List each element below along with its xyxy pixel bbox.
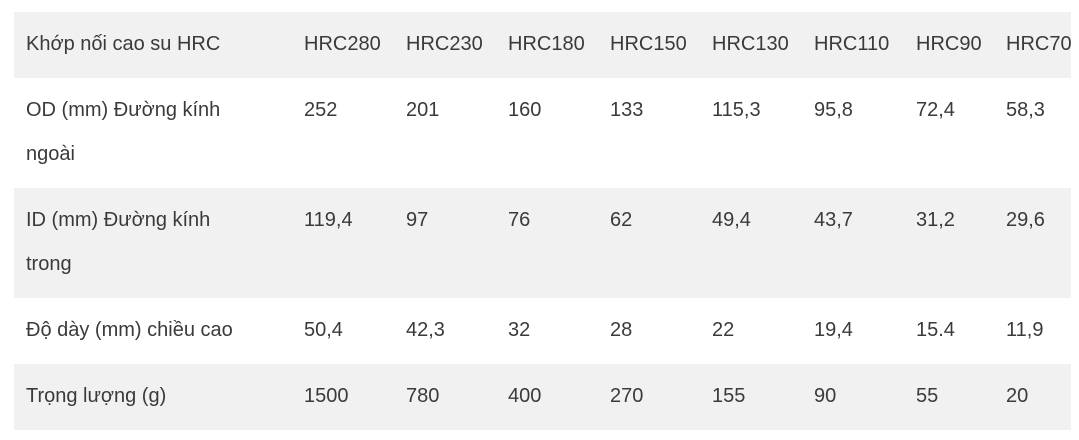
cell: 15.4 (916, 319, 955, 341)
cell: HRC130 (700, 12, 802, 78)
cell: 160 (508, 99, 542, 121)
cell: 29,6 (994, 188, 1071, 298)
cell: 49,4 (700, 188, 802, 298)
cell: 62 (598, 188, 700, 298)
cell: HRC180 (496, 12, 598, 78)
cell: 19,4 (814, 319, 853, 341)
row-label: Độ dày (mm) chiều cao (26, 319, 233, 341)
cell: 28 (610, 319, 633, 341)
cell: 252 (304, 99, 338, 121)
cell: 95,8 (814, 99, 853, 121)
data-row: Trọng lượng (g) 1500 780 400 270 155 90 55 20 (14, 364, 1071, 430)
cell: 133 (610, 99, 644, 121)
table-body: Khớp nối cao su HRC HRC280 HRC230 HRC180 HRC… (14, 12, 1072, 430)
cell: HRC70 (994, 12, 1072, 78)
cell: HRC90 (904, 12, 994, 78)
cell: 115,3 (712, 99, 761, 121)
cell: 50,4 (304, 319, 343, 341)
header-row: Khớp nối cao su HRC HRC280 HRC230 HRC180 HRC… (14, 12, 1072, 78)
table-container: Khớp nối cao su HRC HRC280 HRC230 HRC180 HRC… (14, 12, 1072, 430)
cell: 42,3 (406, 319, 445, 341)
cell: 780 (394, 364, 496, 430)
row-label: Khớp nối cao su HRC (14, 12, 292, 78)
cell: 270 (598, 364, 700, 430)
data-row: ID (mm) Đường kính trong 119,4 97 76 62 49,4 4… (14, 188, 1071, 298)
cell: HRC280 (292, 12, 394, 78)
cell: 400 (496, 364, 598, 430)
cell: 155 (700, 364, 802, 430)
cell: 22 (712, 319, 735, 341)
cell: 1500 (292, 364, 394, 430)
data-row: OD (mm) Đường kính ngoài 252 201 160 133 115,… (14, 78, 1071, 188)
cell: 58,3 (1006, 99, 1045, 121)
data-row: Độ dày (mm) chiều cao 50,4 42,3 32 28 22 19,4 1… (14, 298, 1071, 364)
cell: 55 (904, 364, 994, 430)
cell: 11,9 (1006, 319, 1044, 341)
spec-table: Khớp nối cao su HRC HRC280 HRC230 HRC180 HRC… (14, 12, 1072, 430)
row-label: Trọng lượng (g) (14, 364, 292, 430)
cell: 31,2 (904, 188, 994, 298)
cell: 97 (394, 188, 496, 298)
row-label: ID (mm) Đường kính trong (14, 188, 292, 298)
cell: HRC150 (598, 12, 700, 78)
cell: 43,7 (802, 188, 904, 298)
row-label: OD (mm) Đường kính ngoài (26, 99, 221, 165)
cell: 201 (406, 99, 440, 121)
cell: HRC110 (802, 12, 904, 78)
cell: 119,4 (292, 188, 394, 298)
cell: HRC230 (394, 12, 496, 78)
cell: 32 (508, 319, 531, 341)
cell: 20 (994, 364, 1071, 430)
cell: 90 (802, 364, 904, 430)
cell: 72,4 (916, 99, 955, 121)
cell: 76 (496, 188, 598, 298)
